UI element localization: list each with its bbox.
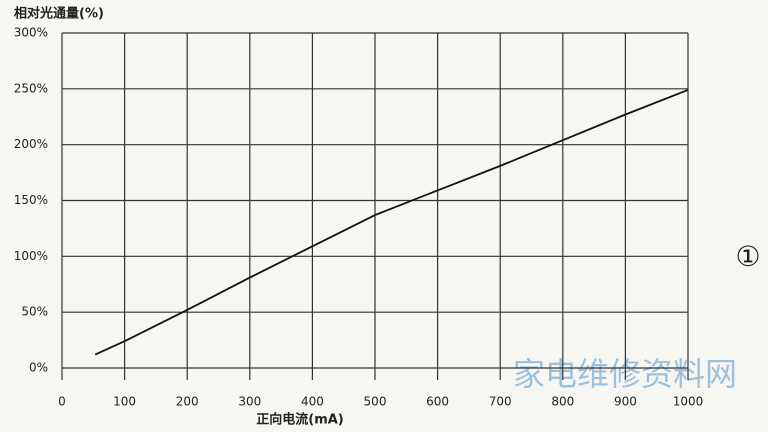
x-tick-label: 100 xyxy=(113,395,136,409)
x-tick-label: 200 xyxy=(176,395,199,409)
x-tick-label: 500 xyxy=(364,395,387,409)
y-axis-label: 相对光通量(%) xyxy=(14,6,104,22)
y-tick-label: 0% xyxy=(29,361,48,375)
y-tick-label: 100% xyxy=(14,249,48,263)
x-axis-label: 正向电流(mA) xyxy=(256,412,344,428)
y-tick-label: 150% xyxy=(14,193,48,207)
y-tick-label: 250% xyxy=(14,81,48,95)
line xyxy=(94,89,689,356)
x-tick-label: 800 xyxy=(551,395,574,409)
x-tick-label: 900 xyxy=(614,395,637,409)
x-tick-label: 0 xyxy=(58,395,66,409)
y-tick-label: 300% xyxy=(14,26,48,40)
x-tick-label: 300 xyxy=(238,395,261,409)
x-tick-label: 400 xyxy=(301,395,324,409)
y-tick-label: 200% xyxy=(14,137,48,151)
y-tick-label: 50% xyxy=(21,305,48,319)
x-tick-label: 1000 xyxy=(673,395,704,409)
annotation: ① xyxy=(735,240,760,273)
x-tick-label: 600 xyxy=(426,395,449,409)
x-tick-label: 700 xyxy=(489,395,512,409)
